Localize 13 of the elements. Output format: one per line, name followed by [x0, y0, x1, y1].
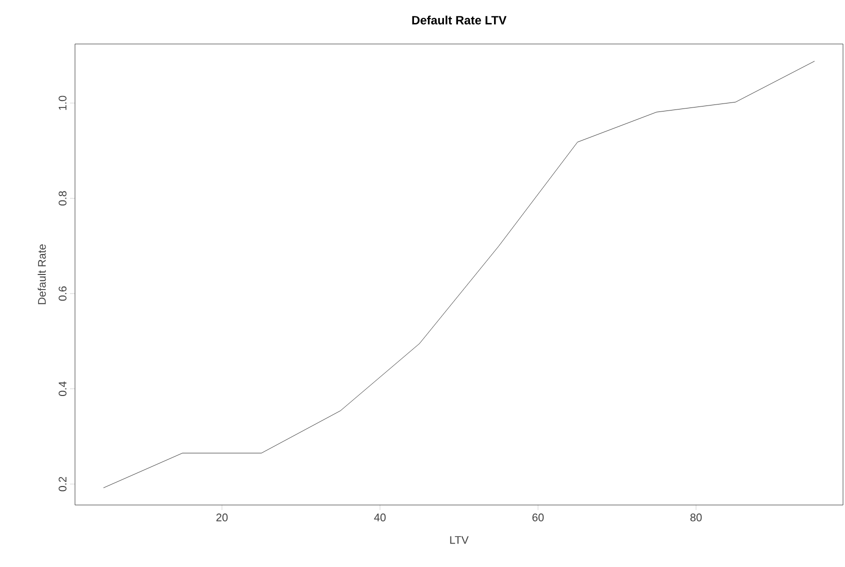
x-tick-label: 60	[532, 514, 544, 522]
line-series	[103, 60, 815, 488]
x-axis-title: LTV	[450, 536, 469, 544]
x-tick-label: 20	[216, 514, 228, 522]
chart-title: Default Rate LTV	[412, 16, 506, 24]
y-tick-label: 1.0	[58, 96, 66, 110]
y-tick-label: 0.8	[58, 191, 66, 206]
y-axis-title: Default Rate	[38, 244, 46, 304]
y-tick-label: 0.2	[58, 476, 66, 492]
x-tick-label: 40	[374, 514, 386, 522]
x-tick-label: 80	[690, 514, 702, 522]
y-tick-label: 0.4	[58, 381, 66, 396]
y-tick-label: 0.6	[58, 286, 66, 301]
